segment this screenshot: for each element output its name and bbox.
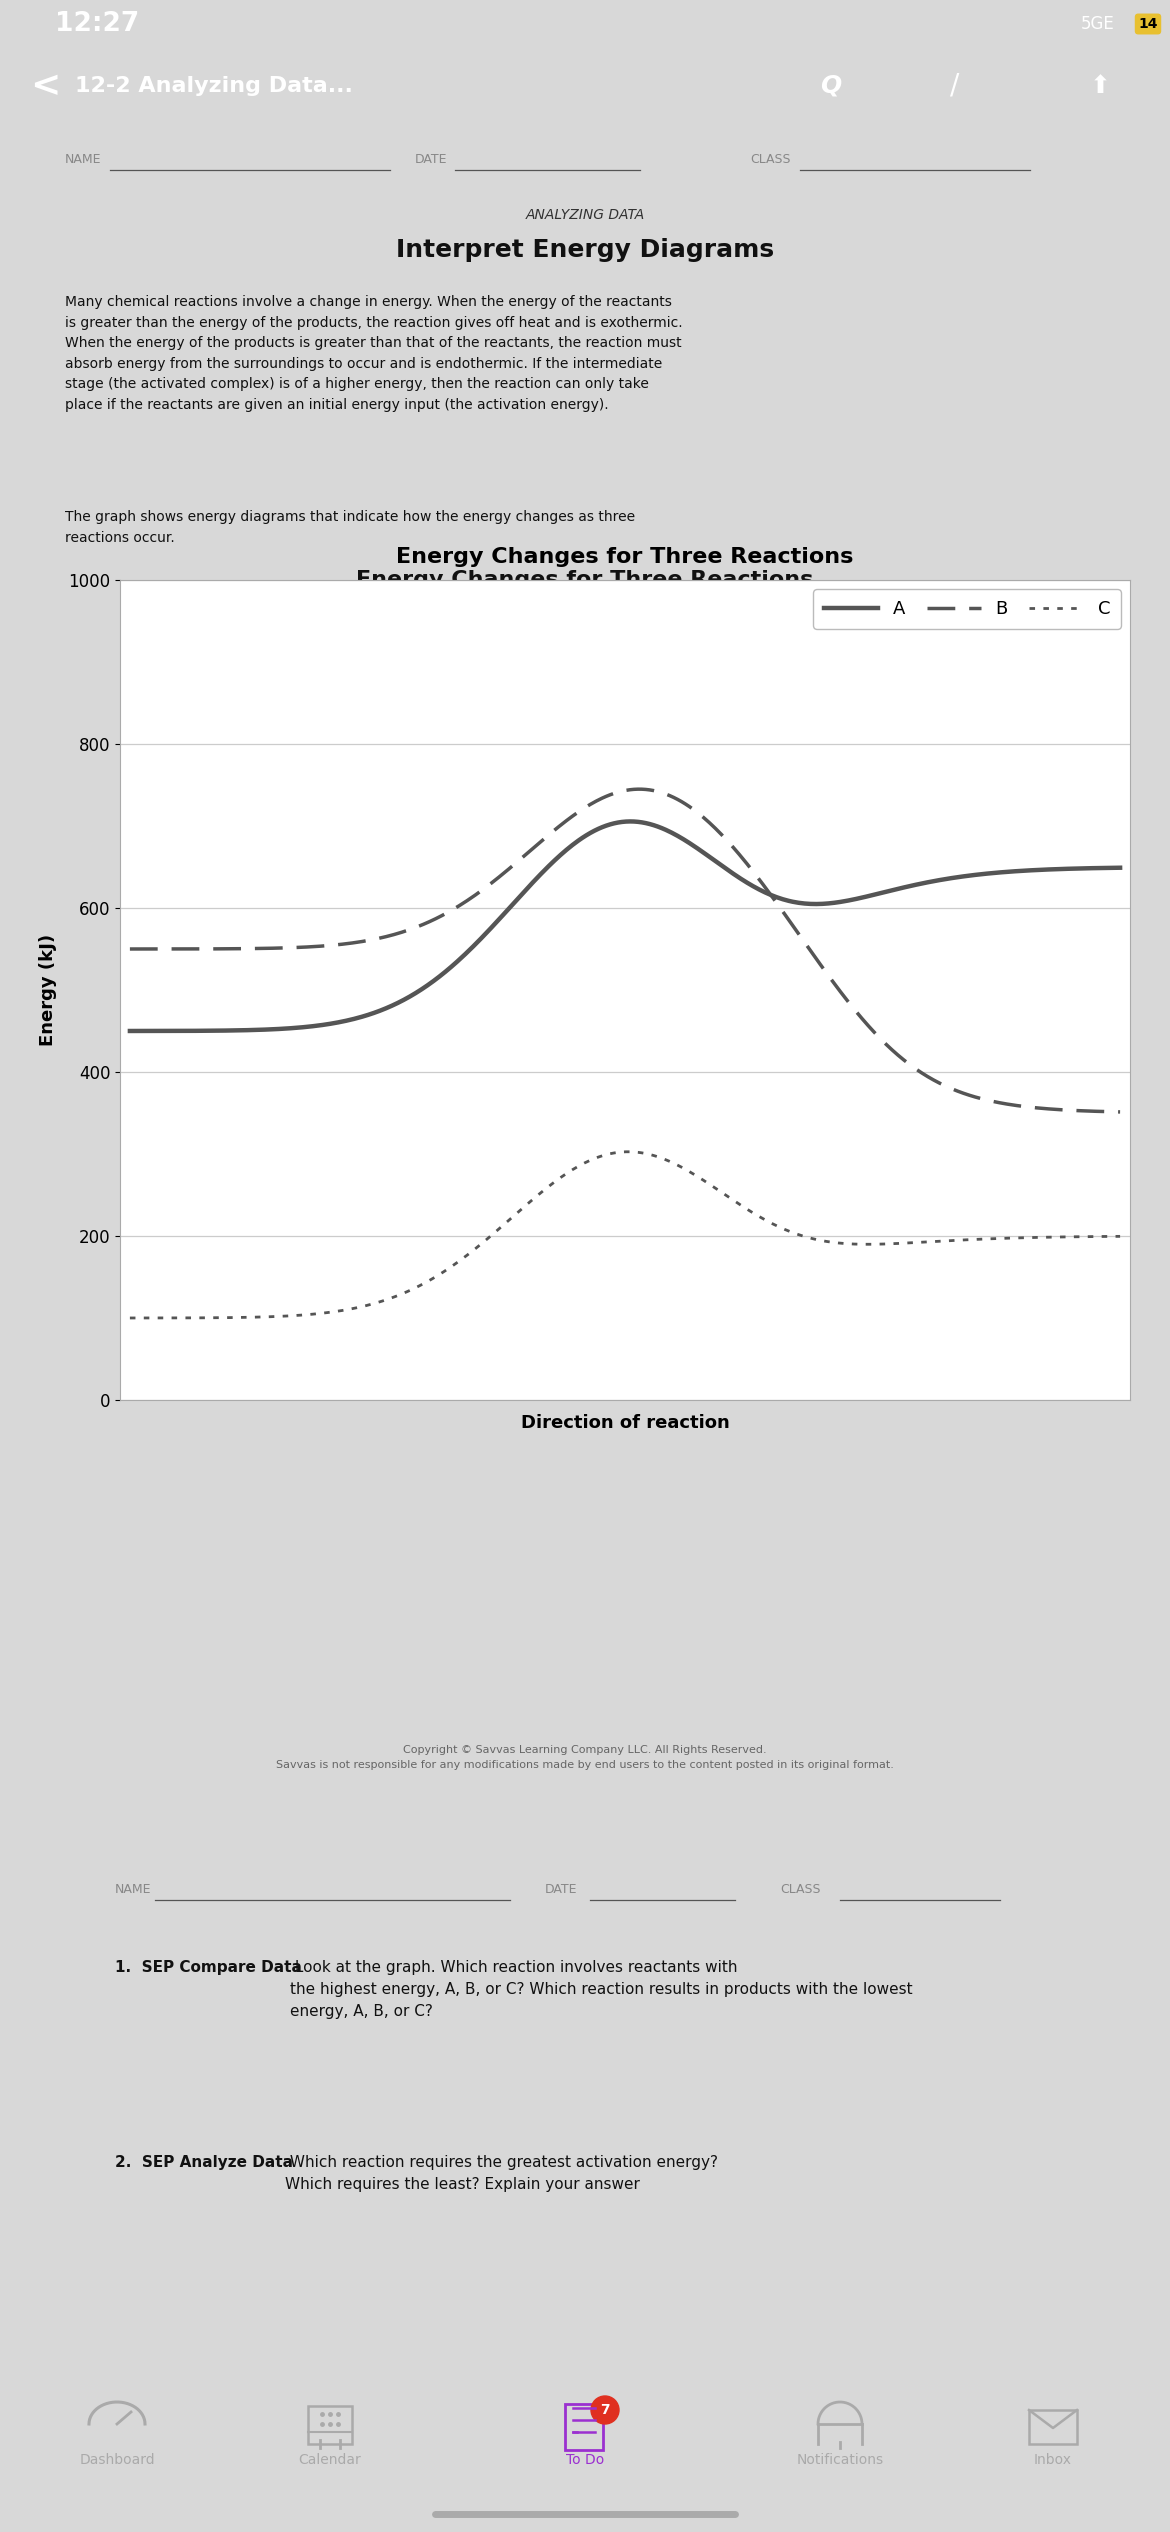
Text: Q: Q [820, 73, 841, 99]
C [123, 1304, 137, 1334]
Line: B: B [130, 790, 1120, 1112]
Text: 12-2 Analyzing Data...: 12-2 Analyzing Data... [75, 76, 353, 96]
Text: 14: 14 [1138, 18, 1158, 30]
A [714, 851, 728, 881]
Y-axis label: Energy (kJ): Energy (kJ) [39, 934, 57, 1046]
Text: Look at the graph. Which reaction involves reactants with
the highest energy, A,: Look at the graph. Which reaction involv… [290, 1960, 913, 2021]
Text: 12:27: 12:27 [55, 10, 139, 38]
C [593, 1142, 607, 1172]
C [661, 1144, 675, 1175]
Text: Energy Changes for Three Reactions: Energy Changes for Three Reactions [357, 570, 813, 590]
Text: DATE: DATE [415, 152, 447, 167]
Text: /: / [950, 71, 959, 99]
B [123, 934, 137, 965]
Text: Inbox: Inbox [1034, 2454, 1072, 2466]
Text: CLASS: CLASS [780, 1884, 820, 1896]
B [1113, 1096, 1127, 1127]
Text: DATE: DATE [545, 1884, 578, 1896]
Text: Interpret Energy Diagrams: Interpret Energy Diagrams [395, 238, 775, 261]
Text: ⬆: ⬆ [1090, 73, 1112, 99]
Text: NAME: NAME [115, 1884, 151, 1896]
Circle shape [591, 2395, 619, 2423]
Text: CLASS: CLASS [750, 152, 791, 167]
B [599, 782, 613, 813]
C [1113, 1220, 1127, 1251]
A [1092, 853, 1106, 884]
Text: Dashboard: Dashboard [80, 2454, 154, 2466]
C [936, 1225, 950, 1256]
Text: 1.  SEP Compare Data: 1. SEP Compare Data [115, 1960, 302, 1975]
Line: A: A [130, 820, 1120, 1031]
B [661, 780, 675, 810]
Text: 5GE: 5GE [1081, 15, 1115, 33]
Text: Calendar: Calendar [298, 2454, 362, 2466]
X-axis label: Direction of reaction: Direction of reaction [521, 1413, 729, 1433]
A [661, 815, 675, 846]
Legend: A, B, C: A, B, C [813, 590, 1121, 628]
B [936, 1071, 950, 1101]
B [633, 775, 647, 805]
C [1092, 1220, 1106, 1251]
Text: 7: 7 [600, 2403, 610, 2418]
Text: The graph shows energy diagrams that indicate how the energy changes as three
re: The graph shows energy diagrams that ind… [66, 509, 635, 544]
B [1092, 1096, 1106, 1127]
Title: Energy Changes for Three Reactions: Energy Changes for Three Reactions [397, 547, 854, 567]
Text: 2.  SEP Analyze Data: 2. SEP Analyze Data [115, 2155, 292, 2170]
C [714, 1177, 728, 1208]
C [621, 1137, 635, 1167]
A [622, 805, 636, 836]
B [593, 785, 607, 815]
Text: Many chemical reactions involve a change in energy. When the energy of the react: Many chemical reactions involve a change… [66, 296, 682, 413]
Text: Which reaction requires the greatest activation energy?
Which requires the least: Which reaction requires the greatest act… [285, 2155, 718, 2193]
B [714, 818, 728, 848]
A [1113, 853, 1127, 884]
C [599, 1139, 613, 1170]
Text: NAME: NAME [66, 152, 102, 167]
A [599, 810, 613, 841]
A [123, 1015, 137, 1046]
A [593, 813, 607, 843]
A [936, 863, 950, 894]
Text: To Do: To Do [566, 2454, 604, 2466]
Line: C: C [130, 1152, 1120, 1319]
Text: Notifications: Notifications [797, 2454, 883, 2466]
Text: <: < [30, 68, 61, 104]
Text: ANALYZING DATA: ANALYZING DATA [525, 208, 645, 223]
Text: Copyright © Savvas Learning Company LLC. All Rights Reserved.
Savvas is not resp: Copyright © Savvas Learning Company LLC.… [276, 1745, 894, 1770]
